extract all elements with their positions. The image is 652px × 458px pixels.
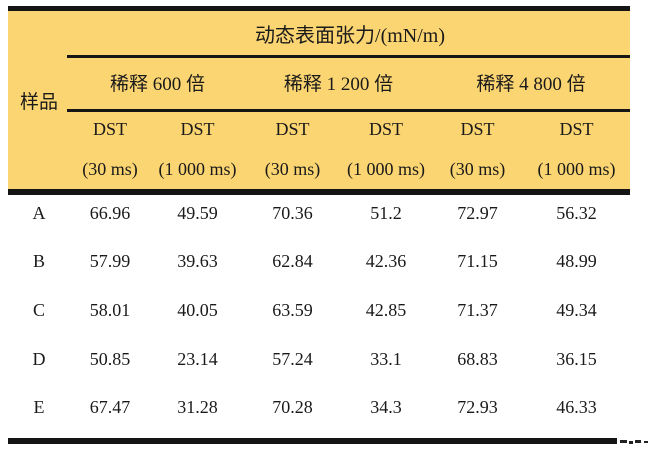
header-separator-rule — [8, 189, 630, 195]
table-row-d: D 50.85 23.14 57.24 33.1 68.83 36.15 — [8, 334, 631, 384]
value-cell: 50.85 — [70, 334, 150, 384]
groups-underline-rule — [67, 109, 630, 112]
sample-cell: C — [8, 286, 70, 335]
title-underline-rule — [67, 55, 630, 58]
bottom-rule — [8, 438, 617, 444]
value-cell: 34.3 — [340, 383, 432, 432]
sample-cell: D — [8, 334, 70, 384]
value-cell: 63.59 — [245, 286, 340, 335]
value-cell: 31.28 — [150, 383, 245, 432]
value-cell: 72.93 — [432, 383, 523, 432]
value-cell: 56.32 — [523, 189, 631, 238]
value-cell: 57.99 — [70, 237, 150, 287]
value-cell: 71.37 — [432, 286, 523, 335]
sample-cell: B — [8, 237, 70, 287]
value-cell: 62.84 — [245, 237, 340, 287]
table-body: A 66.96 49.59 70.36 51.2 72.97 56.32 B 5… — [8, 189, 631, 432]
subheader-time-label: (30 ms) — [82, 159, 138, 179]
dst-data-table: 样品 动态表面张力/(mN/m) 稀释 600 倍 稀释 1 200 倍 稀释 … — [8, 11, 631, 432]
corner-header-cell: 样品 — [8, 11, 70, 189]
top-rule — [8, 6, 630, 11]
scan-artifact-dash — [620, 440, 627, 443]
value-cell: 72.97 — [432, 189, 523, 238]
header-row-subcolumns: DST (30 ms) DST (1 000 ms) DST (30 ms) D… — [8, 109, 631, 189]
subheader-time-label: (30 ms) — [264, 159, 321, 179]
value-cell: 48.99 — [523, 237, 631, 287]
subheader-cell-0: DST (30 ms) — [70, 109, 150, 189]
table-row-a: A 66.96 49.59 70.36 51.2 72.97 56.32 — [8, 189, 631, 238]
scan-artifact-dash — [629, 441, 633, 444]
value-cell: 23.14 — [150, 334, 245, 384]
sample-cell: A — [8, 189, 70, 238]
table-title-cell: 动态表面张力/(mN/m) — [70, 11, 631, 55]
table-row-e: E 67.47 31.28 70.28 34.3 72.93 46.33 — [8, 383, 631, 432]
subheader-dst-label: DST — [275, 119, 310, 139]
subheader-dst-label: DST — [368, 119, 403, 139]
subheader-dst-label: DST — [559, 119, 594, 139]
value-cell: 46.33 — [523, 383, 631, 432]
subheader-cell-2: DST (30 ms) — [245, 109, 340, 189]
subheader-time-label: (1 000 ms) — [347, 159, 425, 179]
value-cell: 49.34 — [523, 286, 631, 335]
value-cell: 58.01 — [70, 286, 150, 335]
value-cell: 71.15 — [432, 237, 523, 287]
sample-cell: E — [8, 383, 70, 432]
subheader-dst-label: DST — [180, 119, 215, 139]
group-header-600: 稀释 600 倍 — [70, 55, 245, 109]
scan-artifact-dash — [635, 440, 641, 443]
value-cell: 68.83 — [432, 334, 523, 384]
value-cell: 40.05 — [150, 286, 245, 335]
subheader-cell-4: DST (30 ms) — [432, 109, 523, 189]
subheader-dst-label: DST — [92, 119, 127, 139]
value-cell: 67.47 — [70, 383, 150, 432]
subheader-cell-1: DST (1 000 ms) — [150, 109, 245, 189]
value-cell: 51.2 — [340, 189, 432, 238]
table-header: 样品 动态表面张力/(mN/m) 稀释 600 倍 稀释 1 200 倍 稀释 … — [8, 11, 631, 189]
scan-artifact-dash — [644, 441, 648, 443]
value-cell: 42.85 — [340, 286, 432, 335]
header-row-title: 样品 动态表面张力/(mN/m) — [8, 11, 631, 189]
value-cell: 70.28 — [245, 383, 340, 432]
subheader-time-label: (30 ms) — [449, 159, 506, 179]
group-header-4800: 稀释 4 800 倍 — [432, 55, 631, 109]
value-cell: 70.36 — [245, 189, 340, 238]
header-row-groups: 稀释 600 倍 稀释 1 200 倍 稀释 4 800 倍 — [8, 55, 631, 109]
value-cell: 42.36 — [340, 237, 432, 287]
subheader-time-label: (1 000 ms) — [158, 159, 237, 179]
value-cell: 36.15 — [523, 334, 631, 384]
value-cell: 33.1 — [340, 334, 432, 384]
subheader-cell-5: DST (1 000 ms) — [523, 109, 631, 189]
value-cell: 57.24 — [245, 334, 340, 384]
group-header-1200: 稀释 1 200 倍 — [245, 55, 432, 109]
value-cell: 49.59 — [150, 189, 245, 238]
value-cell: 66.96 — [70, 189, 150, 238]
subheader-dst-label: DST — [460, 119, 495, 139]
table-row-c: C 58.01 40.05 63.59 42.85 71.37 49.34 — [8, 286, 631, 335]
value-cell: 39.63 — [150, 237, 245, 287]
subheader-cell-3: DST (1 000 ms) — [340, 109, 432, 189]
subheader-time-label: (1 000 ms) — [537, 159, 616, 179]
table-row-b: B 57.99 39.63 62.84 42.36 71.15 48.99 — [8, 237, 631, 287]
